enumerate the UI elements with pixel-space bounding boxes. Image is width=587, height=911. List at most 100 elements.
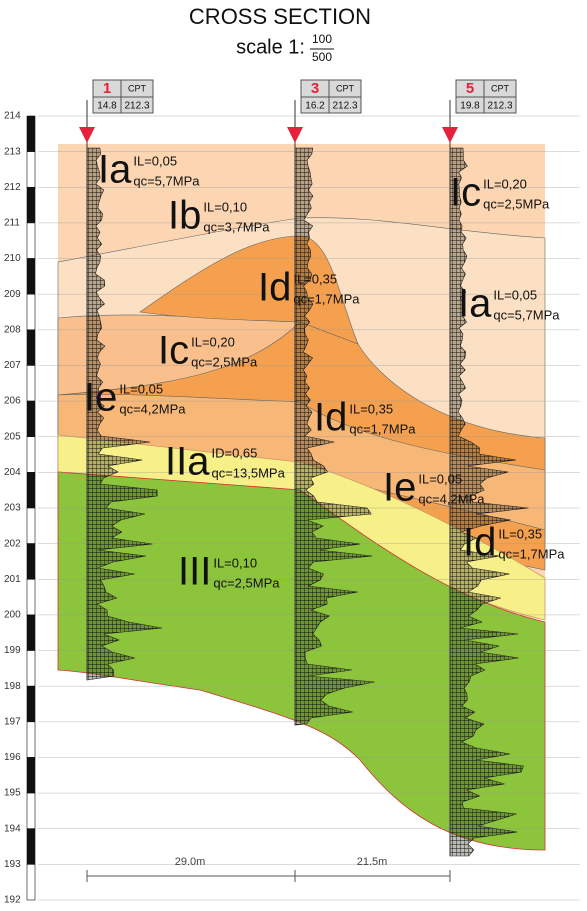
layer-code: Id	[463, 521, 496, 565]
layer-param: qc=5,7MPa	[493, 307, 560, 322]
elevation-label: 212	[4, 182, 21, 193]
elevation-label: 204	[4, 467, 21, 478]
ruler-segment	[26, 614, 36, 651]
layer-param: qc=1,7MPa	[293, 291, 360, 306]
elevation-label: 197	[4, 716, 21, 727]
ruler-segment	[26, 757, 36, 794]
elevation-label: 198	[4, 681, 21, 692]
elevation-label: 203	[4, 503, 21, 514]
borehole-elevation: 212.3	[124, 101, 149, 112]
layer-param: qc=3,7MPa	[203, 219, 270, 234]
layer-code: Ic	[158, 329, 189, 373]
elevation-label: 199	[4, 645, 21, 656]
ruler-segment	[26, 650, 36, 687]
layer-code: IIa	[165, 440, 210, 484]
borehole-number: 1	[103, 80, 111, 97]
cpt-profile	[294, 147, 375, 726]
layer-code: Id	[258, 266, 291, 310]
ruler-segment	[26, 828, 36, 865]
ruler-segment	[26, 543, 36, 580]
ruler-segment	[26, 151, 36, 188]
layer-param: IL=0,20	[191, 334, 235, 349]
layer-param: IL=0,05	[119, 381, 163, 396]
layer-param: qc=2,5MPa	[483, 196, 550, 211]
elevation-label: 200	[4, 610, 21, 621]
borehole-elevation: 212.3	[332, 101, 357, 112]
borehole-depth: 16.2	[305, 101, 325, 112]
layer-param: IL=0,20	[483, 176, 527, 191]
layer-param: qc=4,2MPa	[119, 401, 186, 416]
layer-code: Ie	[84, 376, 117, 420]
layer-param: IL=0,35	[349, 401, 393, 416]
ruler-segment	[26, 186, 36, 224]
boreholes: 1 CPT 14.8 212.3 3 CPT 16.2 212.3 5 CPT 19.8 212.3	[79, 79, 529, 857]
ruler-segment	[26, 578, 36, 616]
borehole-elevation: 212.3	[487, 101, 512, 112]
layer-param: IL=0,35	[498, 526, 542, 541]
ruler-segment	[26, 472, 36, 509]
layer-code: Ib	[168, 194, 201, 238]
ruler-segment	[26, 293, 36, 331]
borehole-number: 5	[466, 80, 474, 97]
layer-param: qc=2,5MPa	[191, 354, 258, 369]
borehole-marker	[287, 127, 303, 143]
layer-param: qc=2,5MPa	[213, 575, 280, 590]
layer-param: qc=1,7MPa	[349, 421, 416, 436]
title: CROSS SECTION	[189, 4, 371, 29]
elevation-label: 209	[4, 289, 21, 300]
borehole-marker	[79, 127, 95, 143]
ruler-segment	[26, 258, 36, 295]
layer-param: IL=0,05	[493, 287, 537, 302]
layer-param: IL=0,10	[203, 199, 247, 214]
ruler-segment	[26, 365, 36, 402]
layer-code: Ic	[450, 171, 481, 215]
layer-param: qc=5,7MPa	[133, 173, 200, 188]
elevation-label: 202	[4, 538, 21, 549]
layer-code: III	[178, 550, 211, 594]
ruler-segment	[26, 222, 36, 259]
elevation-label: 211	[4, 218, 20, 229]
layer-code: Ia	[98, 148, 132, 192]
elevation-label: 194	[4, 823, 21, 834]
ruler-segment	[26, 792, 36, 830]
layer-param: qc=4,2MPa	[418, 491, 485, 506]
elevation-label: 213	[4, 146, 21, 157]
elevation-label: 207	[4, 360, 21, 371]
layer-param: qc=13,5MPa	[211, 465, 285, 480]
layer-param: IL=0,35	[293, 271, 337, 286]
layer-code: Ie	[383, 466, 416, 510]
ruler-segment	[26, 400, 36, 438]
ruler-segment	[26, 436, 36, 473]
elevation-label: 196	[4, 752, 21, 763]
ruler-segment	[26, 864, 36, 901]
elevation-label: 192	[4, 895, 21, 906]
borehole-marker	[442, 127, 458, 143]
layer-param: IL=0,05	[133, 153, 177, 168]
scale-prefix: scale 1:	[236, 36, 305, 58]
borehole-number: 3	[311, 80, 319, 97]
ruler-segment	[26, 507, 36, 544]
elevation-label: 208	[4, 324, 21, 335]
elevation-label: 206	[4, 396, 21, 407]
layer-param: ID=0,65	[211, 445, 257, 460]
elevation-label: 195	[4, 788, 21, 799]
elevation-label: 201	[4, 574, 21, 585]
scale-numerator: 100	[312, 32, 332, 46]
layer-param: IL=0,10	[213, 555, 257, 570]
ruler-segment	[26, 329, 36, 366]
cpt-profile	[449, 147, 529, 857]
borehole-type: CPT	[336, 83, 355, 93]
dimensions: 29.0m 21.5m	[86, 856, 451, 882]
ruler-segment	[26, 721, 36, 758]
distance: 21.5m	[357, 856, 388, 868]
layer-code: Id	[314, 396, 347, 440]
elevation-label: 214	[4, 111, 21, 122]
elevation-label: 205	[4, 431, 21, 442]
borehole-type: CPT	[491, 83, 510, 93]
borehole-type: CPT	[128, 83, 147, 93]
elevation-label: 193	[4, 859, 21, 870]
ruler-segment	[26, 115, 36, 152]
cpt-profile	[86, 147, 163, 681]
